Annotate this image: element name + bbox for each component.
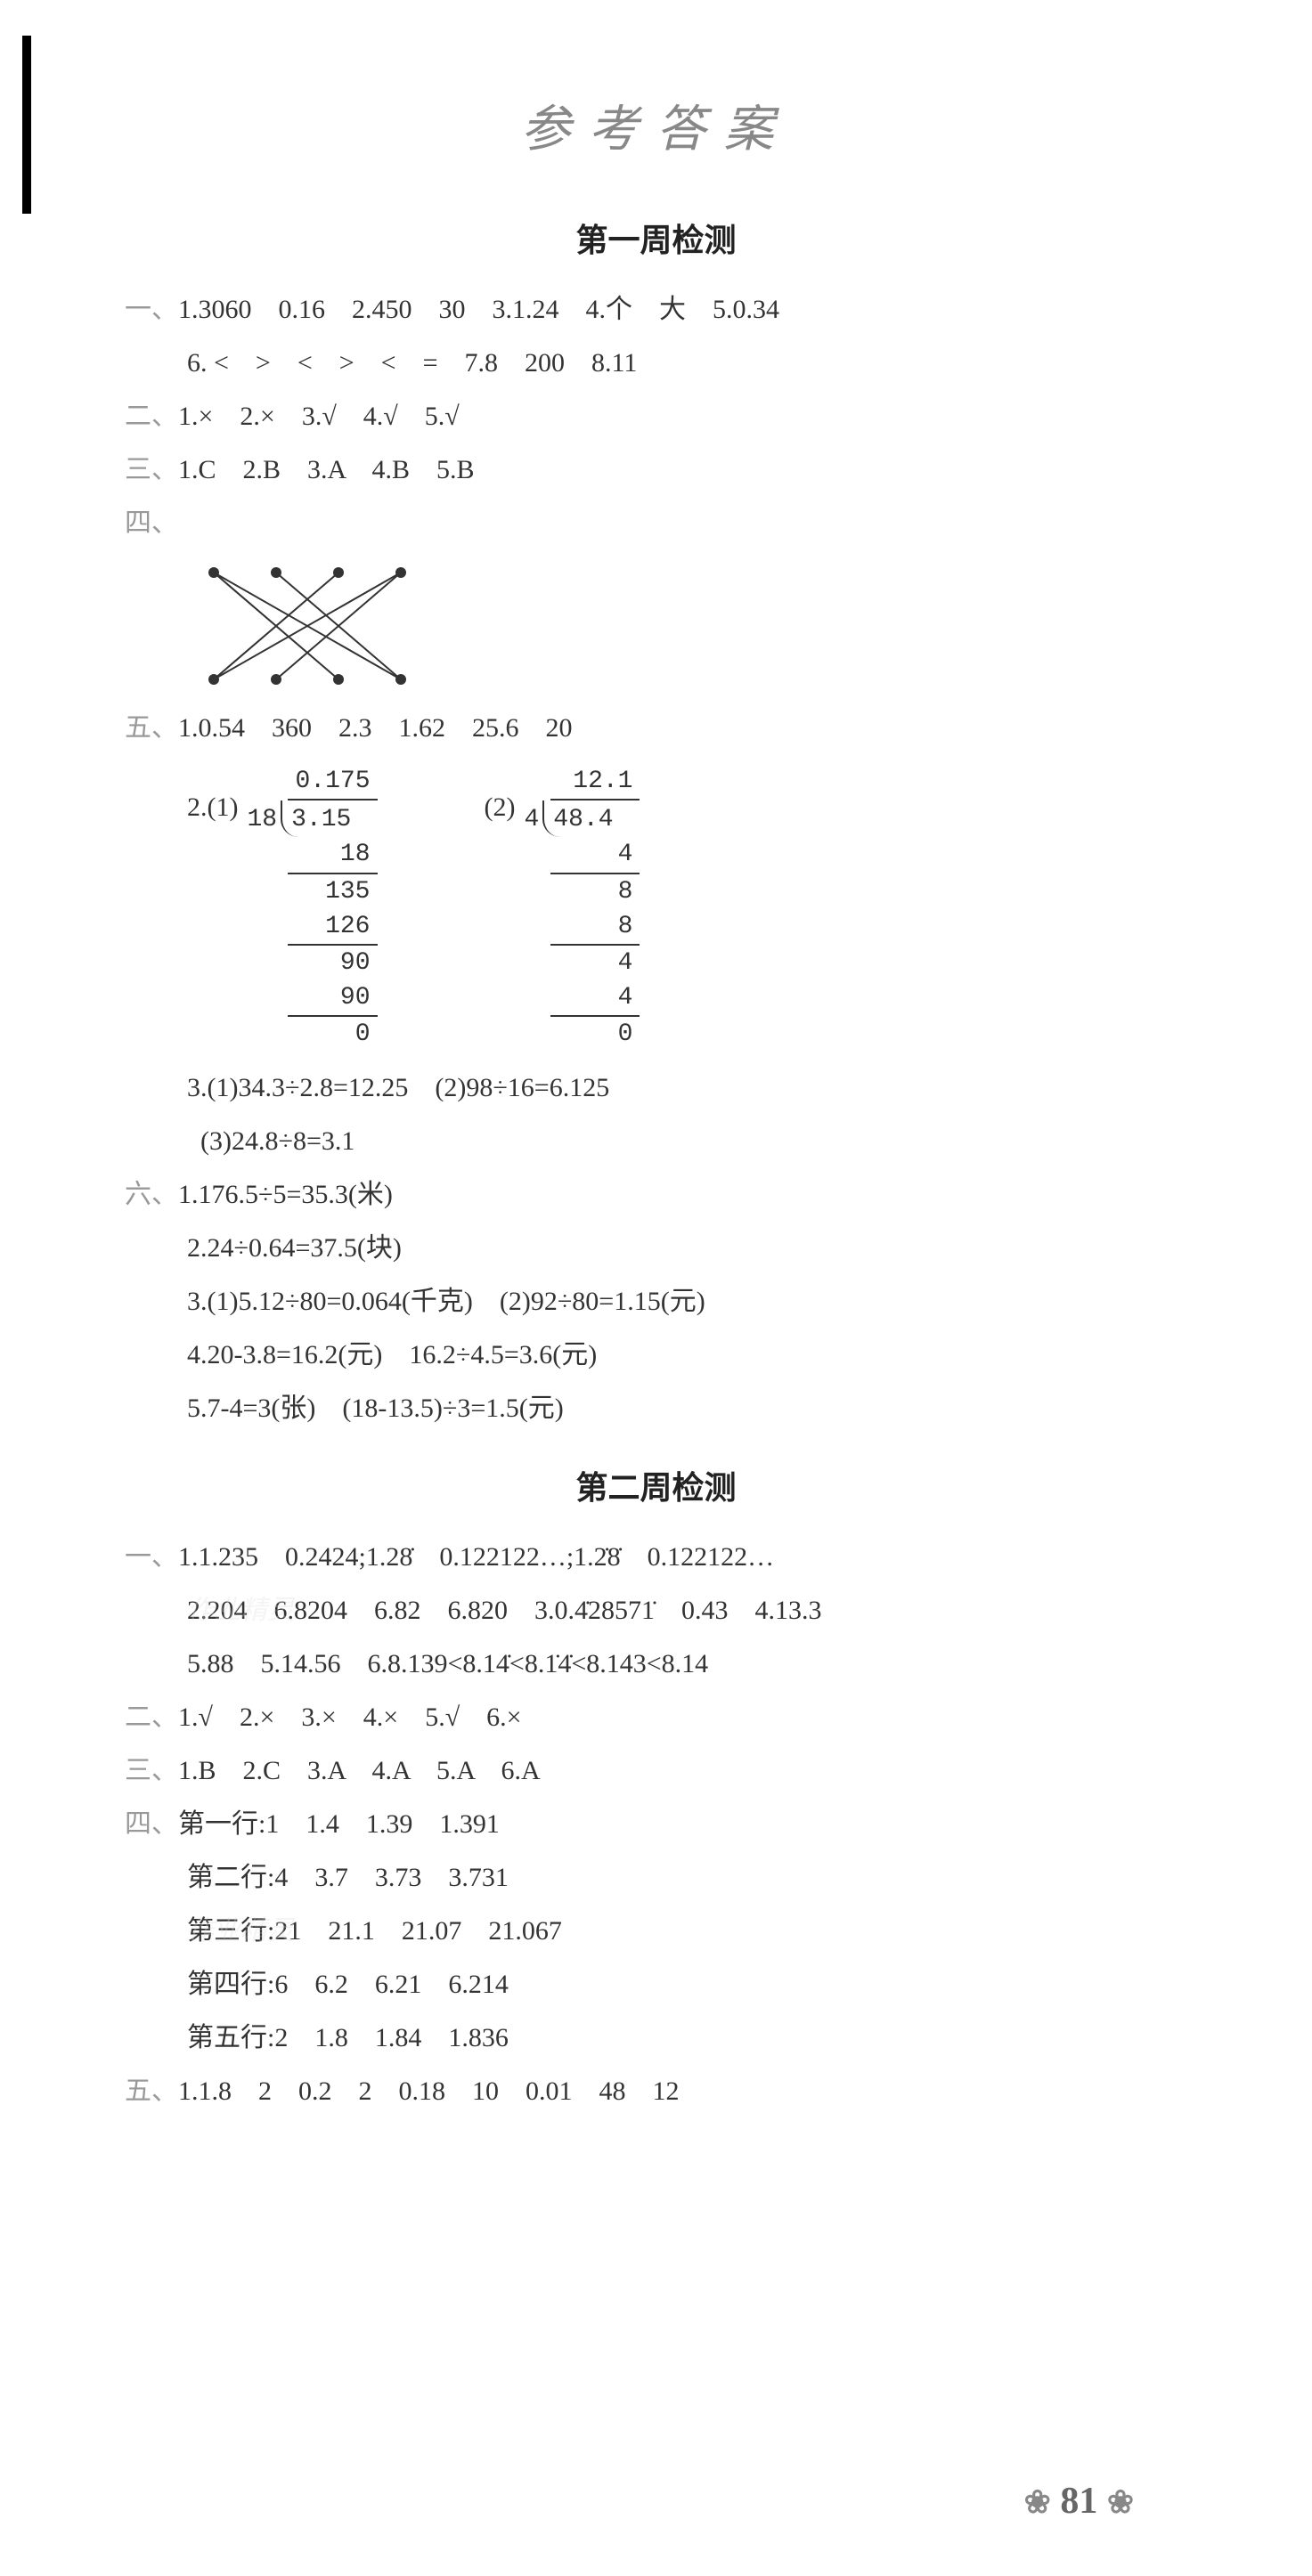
- page-edge-mark: [22, 36, 31, 214]
- answer-text: 第一行:1 1.4 1.39 1.391: [178, 1809, 500, 1839]
- week1-section1-line1: 一、1.3060 0.16 2.450 30 3.1.24 4.个 大 5.0.…: [125, 283, 1205, 337]
- week2-section4-line5: 第五行:2 1.8 1.84 1.836: [187, 2011, 1205, 2065]
- week1-section6-line1: 六、1.176.5÷5=35.3(米): [125, 1168, 1205, 1222]
- section-label-4: 四、: [125, 497, 178, 550]
- week1-section5-line3: 3.(1)34.3÷2.8=12.25 (2)98÷16=6.125: [187, 1061, 1205, 1115]
- answer-text: 1.3060 0.16 2.450 30 3.1.24 4.个 大 5.0.34: [178, 295, 779, 324]
- section-label-6: 六、: [125, 1168, 178, 1222]
- week1-section5-line1: 五、1.0.54 360 2.3 1.62 25.6 20: [125, 702, 1205, 755]
- week1-title: 第一周检测: [107, 215, 1205, 261]
- watermark-2: 作业精灵: [187, 1905, 294, 1958]
- week1-section6-line3: 3.(1)5.12÷80=0.064(千克) (2)92÷80=1.15(元): [187, 1275, 1205, 1329]
- answer-text: 1.1.235 0.2424;1.28̇ 0.122122…;1.2̇8̇ 0.…: [178, 1542, 774, 1572]
- section-label-1: 一、: [125, 283, 178, 337]
- section-label-w2-4: 四、: [125, 1798, 178, 1851]
- answer-text: 1.176.5÷5=35.3(米): [178, 1180, 393, 1209]
- section-label-w2-3: 三、: [125, 1744, 178, 1798]
- division-problem-1: 2.(1) 0.175183.151813512690900: [187, 764, 378, 1052]
- week1-section4-label: 四、: [125, 497, 1205, 550]
- flower-right-icon: ❀: [1107, 2484, 1134, 2520]
- week1-section6-line5: 5.7-4=3(张) (18-13.5)÷3=1.5(元): [187, 1382, 1205, 1435]
- section-label-5: 五、: [125, 702, 178, 755]
- main-title: 参考答案: [107, 89, 1205, 161]
- section-label-w2-2: 二、: [125, 1691, 178, 1744]
- matching-diagram-container: [187, 559, 1205, 693]
- week2-section1-line2: 2.204 6.8204 6.82 6.820 3.0.4̇28571̇ 0.4…: [187, 1584, 1205, 1637]
- answer-text: 1.0.54 360 2.3 1.62 25.6 20: [178, 713, 573, 743]
- section-label-w2-1: 一、: [125, 1531, 178, 1584]
- flower-left-icon: ❀: [1024, 2484, 1051, 2520]
- week1-section6-line4: 4.20-3.8=16.2(元) 16.2÷4.5=3.6(元): [187, 1329, 1205, 1382]
- answer-text: 1.√ 2.× 3.× 4.× 5.√ 6.×: [178, 1702, 522, 1732]
- week1-section5-line4: (3)24.8÷8=3.1: [187, 1115, 1205, 1168]
- week2-section1-line1: 一、1.1.235 0.2424;1.28̇ 0.122122…;1.2̇8̇ …: [125, 1531, 1205, 1584]
- week1-section1-line2: 6. < > < > < = 7.8 200 8.11: [187, 337, 1205, 390]
- week1-section3-line: 三、1.C 2.B 3.A 4.B 5.B: [125, 443, 1205, 497]
- answer-text: 1.C 2.B 3.A 4.B 5.B: [178, 455, 475, 484]
- week2-section2-line: 二、1.√ 2.× 3.× 4.× 5.√ 6.×: [125, 1691, 1205, 1744]
- page-number-value: 81: [1060, 2481, 1097, 2522]
- week2-section4-line4: 第四行:6 6.2 6.21 6.214: [187, 1958, 1205, 2011]
- week2-section5-line1: 五、1.1.8 2 0.2 2 0.18 10 0.01 48 12: [125, 2065, 1205, 2118]
- watermark-1: 作业精灵: [187, 1584, 294, 1637]
- matching-diagram: [187, 559, 454, 693]
- week1-section2-line: 二、1.× 2.× 3.√ 4.√ 5.√: [125, 390, 1205, 443]
- answer-text: 1.B 2.C 3.A 4.A 5.A 6.A: [178, 1756, 541, 1785]
- page-number: ❀ 81 ❀: [1024, 2480, 1134, 2523]
- week2-section4-line1: 四、第一行:1 1.4 1.39 1.391: [125, 1798, 1205, 1851]
- week2-section4-line2: 第二行:4 3.7 3.73 3.731: [187, 1851, 1205, 1905]
- section-label-2: 二、: [125, 390, 178, 443]
- week2-section1-line3: 5.88 5.14.56 6.8.139<8.14̇<8.1̇4̇<8.143<…: [187, 1637, 1205, 1691]
- week1-section6-line2: 2.24÷0.64=37.5(块): [187, 1222, 1205, 1275]
- answer-text: 1.1.8 2 0.2 2 0.18 10 0.01 48 12: [178, 2076, 680, 2106]
- long-division-row: 2.(1) 0.175183.151813512690900 (2) 12.14…: [187, 764, 1205, 1052]
- week2-section3-line: 三、1.B 2.C 3.A 4.A 5.A 6.A: [125, 1744, 1205, 1798]
- division-label-2: (2): [485, 764, 516, 823]
- week2-section4-line3: 第三行:21 21.1 21.07 21.067: [187, 1905, 1205, 1958]
- division-problem-2: (2) 12.1448.4488440: [485, 764, 640, 1052]
- week2-title: 第二周检测: [107, 1462, 1205, 1508]
- division-label-1: 2.(1): [187, 764, 238, 823]
- section-label-w2-5: 五、: [125, 2065, 178, 2118]
- answer-text: 1.× 2.× 3.√ 4.√ 5.√: [178, 402, 460, 431]
- section-label-3: 三、: [125, 443, 178, 497]
